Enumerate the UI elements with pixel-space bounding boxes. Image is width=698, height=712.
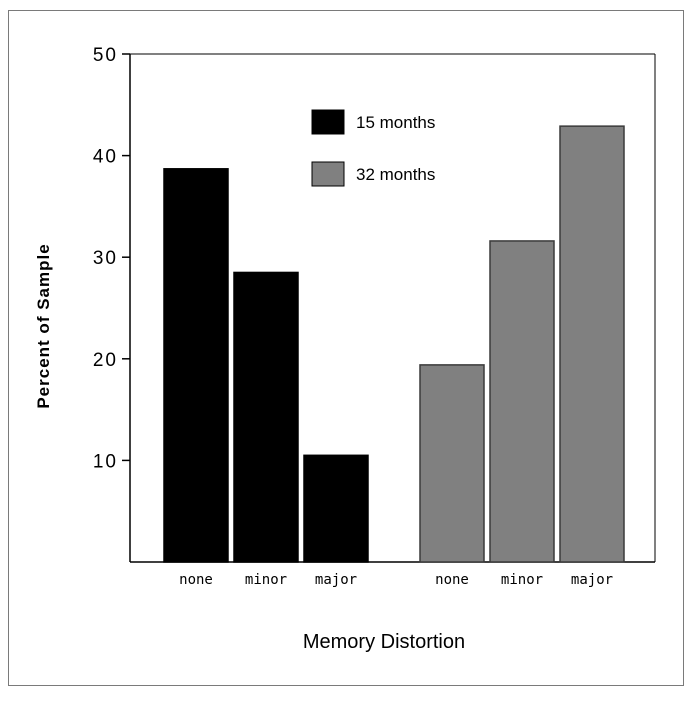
x-category-label: minor <box>501 572 543 588</box>
y-axis-label: Percent of Sample <box>34 243 53 408</box>
legend-swatch-32-months <box>311 161 345 187</box>
x-category-label: none <box>179 572 213 588</box>
x-category-labels: none minor major none minor major <box>179 572 613 588</box>
legend-label: 15 months <box>356 113 435 132</box>
bar-major-32-months <box>559 125 625 563</box>
legend-label: 32 months <box>356 165 435 184</box>
bar-none-15-months <box>163 168 229 563</box>
figure-frame <box>8 10 684 686</box>
x-category-label: none <box>435 572 469 588</box>
y-ticks: 10 20 30 40 50 <box>93 45 130 472</box>
y-tick-label: 40 <box>93 147 118 168</box>
bar-minor-32-months <box>489 240 555 563</box>
legend-swatch-15-months <box>311 109 345 135</box>
x-category-label: major <box>315 572 357 588</box>
bar-none-32-months <box>419 364 485 563</box>
y-tick-label: 30 <box>93 248 118 269</box>
x-category-label: major <box>571 572 613 588</box>
y-tick-label: 50 <box>93 45 118 66</box>
x-category-label: minor <box>245 572 287 588</box>
y-tick-label: 10 <box>93 451 118 472</box>
bars <box>163 125 625 563</box>
bar-minor-15-months <box>233 271 299 563</box>
bar-major-15-months <box>303 454 369 563</box>
legend: 15 months 32 months <box>311 109 435 187</box>
y-tick-label: 20 <box>93 350 118 371</box>
x-axis-label: Memory Distortion <box>303 631 465 653</box>
